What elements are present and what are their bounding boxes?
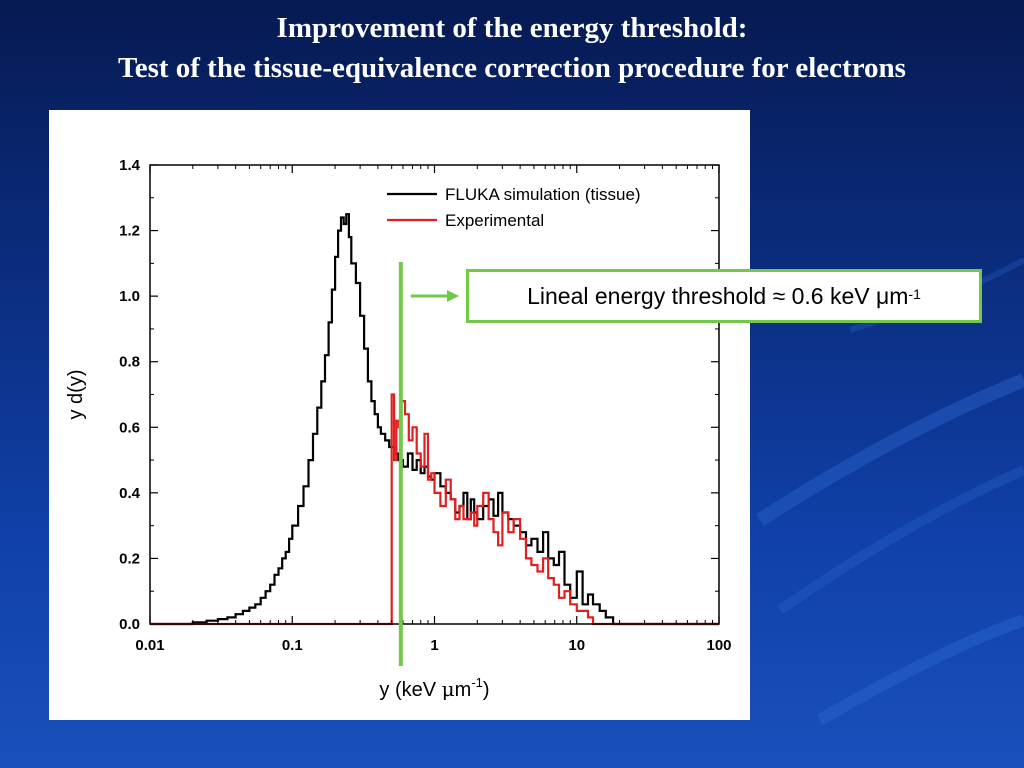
x-tick-label: 0.1: [282, 637, 303, 654]
y-tick-label: 0.6: [119, 419, 140, 436]
y-tick-label: 1.4: [119, 157, 141, 174]
y-tick-label: 0.2: [119, 550, 140, 567]
y-tick-label: 0.8: [119, 354, 140, 371]
x-axis-label: y (keV μm-1): [379, 675, 489, 701]
plot-frame: [149, 164, 720, 625]
threshold-callout-text: Lineal energy threshold ≈ 0.6 keV μm: [527, 282, 909, 309]
x-tick-label: 10: [568, 637, 585, 654]
y-tick-label: 0.4: [119, 485, 141, 502]
legend-label-experimental: Experimental: [445, 211, 544, 230]
threshold-callout: Lineal energy threshold ≈ 0.6 keV μm -1: [466, 269, 982, 323]
arrow-head-icon: [447, 290, 459, 302]
y-axis-label: y d(y): [65, 370, 87, 420]
legend-label-simulation: FLUKA simulation (tissue): [445, 185, 641, 204]
lineal-energy-chart: 0.01 0.1 1 10 100 0.0 0.2 0.4 0.6 0.8 1.0 1.2 1.4 FL…: [65, 157, 732, 701]
slide-title-line-1: Improvement of the energy threshold:: [276, 12, 748, 44]
y-tick-label: 0.0: [119, 616, 140, 633]
threshold-arrow: [410, 290, 459, 302]
threshold-callout-superscript: -1: [908, 286, 921, 302]
chart-panel: 0.01 0.1 1 10 100 0.0 0.2 0.4 0.6 0.8 1.0 1.2 1.4 FL…: [49, 110, 750, 720]
slide-title: Improvement of the energy threshold: Tes…: [0, 8, 1024, 88]
x-tick-label: 100: [706, 637, 731, 654]
y-tick-label: 1.2: [119, 223, 140, 240]
slide-title-line-2: Test of the tissue-equivalence correctio…: [118, 52, 906, 84]
x-tick-label: 0.01: [135, 637, 164, 654]
y-tick-label: 1.0: [119, 288, 140, 305]
x-tick-label: 1: [430, 637, 438, 654]
series-experimental-line: [150, 393, 719, 626]
